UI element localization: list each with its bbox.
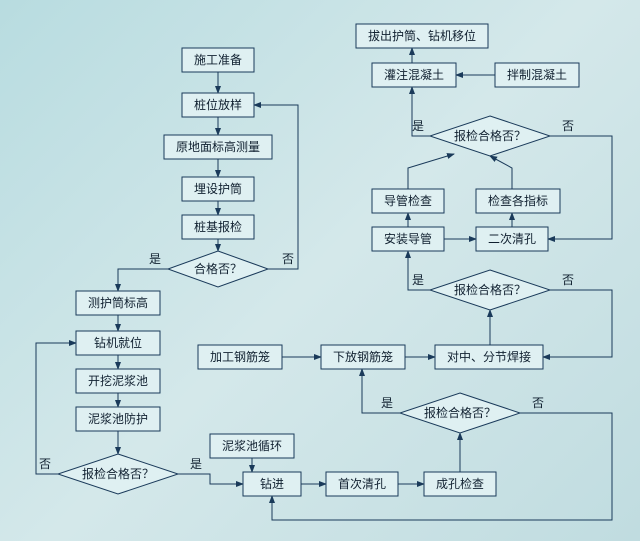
node-n21: 灌注混凝土 — [372, 63, 456, 87]
edge-d1-n2 — [254, 105, 298, 269]
edge-label: 否 — [282, 252, 294, 266]
node-d4: 报检合格否？ — [430, 270, 550, 310]
node-label: 开挖泥浆池 — [88, 373, 148, 388]
node-label: 钻进 — [260, 476, 284, 491]
node-label: 原地面标高测量 — [176, 139, 260, 154]
edge-d2-n11 — [178, 474, 243, 484]
edge-label: 否 — [39, 457, 51, 471]
node-label: 灌注混凝土 — [384, 67, 444, 82]
node-label: 报检合格否？ — [454, 128, 526, 143]
node-d2: 报检合格否？ — [58, 454, 178, 494]
node-label: 报检合格否？ — [454, 282, 526, 297]
node-n3: 原地面标高测量 — [164, 135, 272, 159]
node-label: 桩位放样 — [194, 97, 242, 112]
node-label: 导管检查 — [384, 193, 432, 208]
node-label: 拔出护筒、钻机移位 — [368, 28, 476, 43]
node-label: 首次清孔 — [338, 477, 386, 491]
edge-label: 是 — [381, 396, 393, 410]
node-n13: 成孔检查 — [424, 472, 496, 496]
node-n15: 下放钢筋笼 — [321, 345, 405, 369]
edge-label: 是 — [190, 457, 202, 471]
edge-n20-d5 — [490, 156, 512, 189]
node-label: 泥浆池防护 — [88, 411, 148, 426]
node-label: 检查各指标 — [488, 193, 548, 208]
node-n10: 泥浆池循环 — [210, 434, 294, 458]
node-label: 泥浆池循环 — [222, 438, 282, 453]
edge-d2-n7 — [36, 343, 76, 474]
edge-d3-n11 — [272, 413, 612, 520]
node-label: 埋设护筒 — [194, 181, 242, 196]
node-n1: 施工准备 — [182, 48, 254, 72]
node-n19: 导管检查 — [372, 189, 444, 213]
node-label: 报检合格否？ — [424, 405, 496, 420]
node-n4: 埋设护筒 — [182, 177, 254, 201]
node-n5: 桩基报检 — [182, 215, 254, 239]
node-label: 拌制混凝土 — [507, 67, 567, 82]
node-d1: 合格否？ — [168, 251, 268, 287]
edge-d1-n6 — [118, 269, 168, 291]
node-d3: 报检合格否？ — [400, 393, 520, 433]
node-n23: 拔出护筒、钻机移位 — [356, 24, 488, 48]
node-n22: 拌制混凝土 — [495, 63, 579, 87]
node-n16: 对中、分节焊接 — [435, 345, 543, 369]
edge-label: 否 — [532, 396, 544, 410]
node-label: 钻机就位 — [94, 335, 142, 350]
node-label: 报检合格否？ — [82, 466, 154, 481]
node-n20: 检查各指标 — [476, 189, 560, 213]
node-label: 合格否？ — [194, 261, 242, 276]
node-label: 加工钢筋笼 — [210, 349, 270, 364]
node-label: 安装导管 — [384, 231, 432, 246]
node-label: 桩基报检 — [194, 219, 242, 234]
node-label: 对中、分节焊接 — [447, 349, 531, 364]
node-n2: 桩位放样 — [182, 93, 254, 117]
node-n12: 首次清孔 — [326, 472, 398, 496]
node-n9: 泥浆池防护 — [76, 407, 160, 431]
edge-n19-d5 — [408, 154, 454, 189]
flowchart-canvas: 是否是否是否是否是否 施工准备桩位放样原地面标高测量埋设护筒桩基报检合格否？测护… — [0, 0, 640, 541]
node-d5: 报检合格否？ — [430, 116, 550, 156]
edge-d4-n16 — [543, 290, 612, 357]
node-label: 下放钢筋笼 — [333, 349, 393, 364]
node-label: 成孔检查 — [436, 476, 484, 491]
edge-label: 是 — [412, 119, 424, 133]
edge-d5-n18 — [548, 136, 612, 239]
edge-label: 是 — [149, 252, 161, 266]
node-n6: 测护筒标高 — [76, 291, 160, 315]
node-n18: 二次清孔 — [476, 227, 548, 251]
edge-label: 是 — [412, 273, 424, 287]
node-n17: 安装导管 — [372, 227, 444, 251]
edge-label: 否 — [562, 273, 574, 287]
node-n14: 加工钢筋笼 — [198, 345, 282, 369]
node-n7: 钻机就位 — [76, 331, 160, 355]
node-n8: 开挖泥浆池 — [76, 369, 160, 393]
node-label: 二次清孔 — [488, 232, 536, 246]
node-label: 施工准备 — [194, 53, 242, 67]
edge-label: 否 — [562, 119, 574, 133]
node-label: 测护筒标高 — [88, 295, 148, 310]
node-n11: 钻进 — [243, 472, 301, 496]
